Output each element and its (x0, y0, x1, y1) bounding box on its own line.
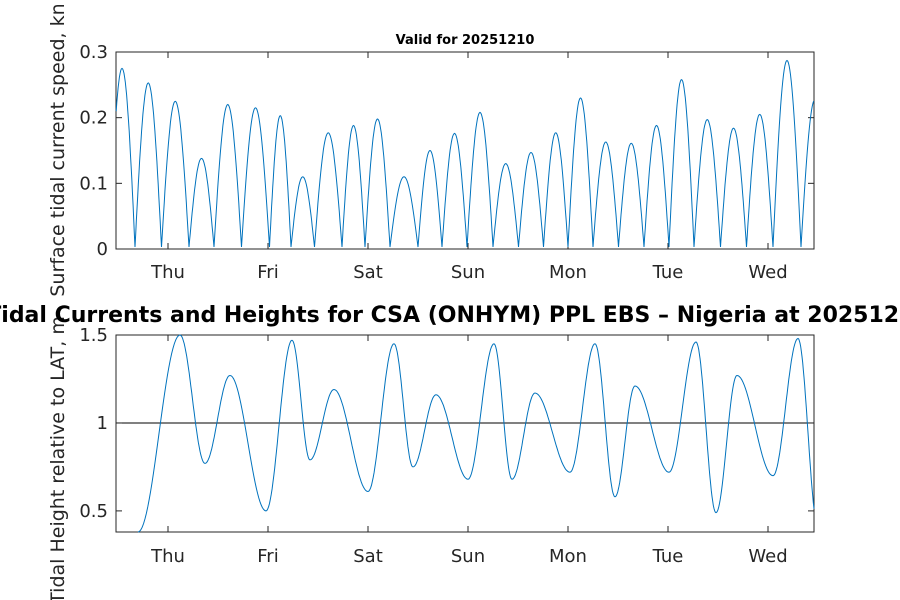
tidal-height-ytick-label: 1.5 (79, 325, 108, 346)
tidal-height-y-axis-label: Tidal Height relative to LAT, m (47, 316, 69, 600)
tidal-height-xtick-label-sat: Sat (353, 546, 383, 567)
tidal-height-line (137, 334, 815, 533)
tidal-height-xtick-label-tue: Tue (652, 546, 684, 567)
tidal-height-xtick-label-mon: Mon (549, 546, 587, 567)
main-chart-title: Tidal Currents and Heights for CSA (ONHY… (0, 303, 900, 328)
current-speed-xtick-label-sun: Sun (451, 262, 485, 283)
tidal-height-plot-area (115, 334, 815, 533)
current-speed-xtick-label-wed: Wed (748, 262, 787, 283)
current-speed-xtick-label-tue: Tue (652, 262, 684, 283)
tidal-height-xtick-label-fri: Fri (257, 546, 278, 567)
current-speed-chart-title: Valid for 20251210 (396, 33, 535, 48)
current-speed-xtick-label-sat: Sat (353, 262, 383, 283)
current-speed-ytick-label: 0.1 (79, 173, 108, 194)
current-speed-ytick-label: 0.2 (79, 108, 108, 129)
current-speed-y-axis-label: Surface tidal current speed, kn (47, 3, 69, 296)
tidal-height-xtick-label-thu: Thu (150, 546, 185, 567)
current-speed-ytick-label: 0 (97, 239, 108, 260)
tidal-height-panel: 0.5 1 1.5 Thu Fri Sat Sun Mon Tue Wed Tidal Heig… (0, 303, 900, 600)
current-speed-line (115, 59, 815, 248)
current-speed-xtick-label-fri: Fri (257, 262, 278, 283)
current-speed-panel: Valid for 20251210 0 0.1 0.2 0.3 Thu Fri Sat S… (47, 3, 815, 297)
current-speed-xtick-label-thu: Thu (150, 262, 185, 283)
tidal-height-xtick-label-sun: Sun (451, 546, 485, 567)
tidal-height-ytick-label: 1 (97, 413, 108, 434)
tidal-height-xtick-label-wed: Wed (748, 546, 787, 567)
current-speed-ytick-label: 0.3 (79, 42, 108, 63)
current-speed-xtick-label-mon: Mon (549, 262, 587, 283)
tidal-height-ytick-label: 0.5 (79, 501, 108, 522)
